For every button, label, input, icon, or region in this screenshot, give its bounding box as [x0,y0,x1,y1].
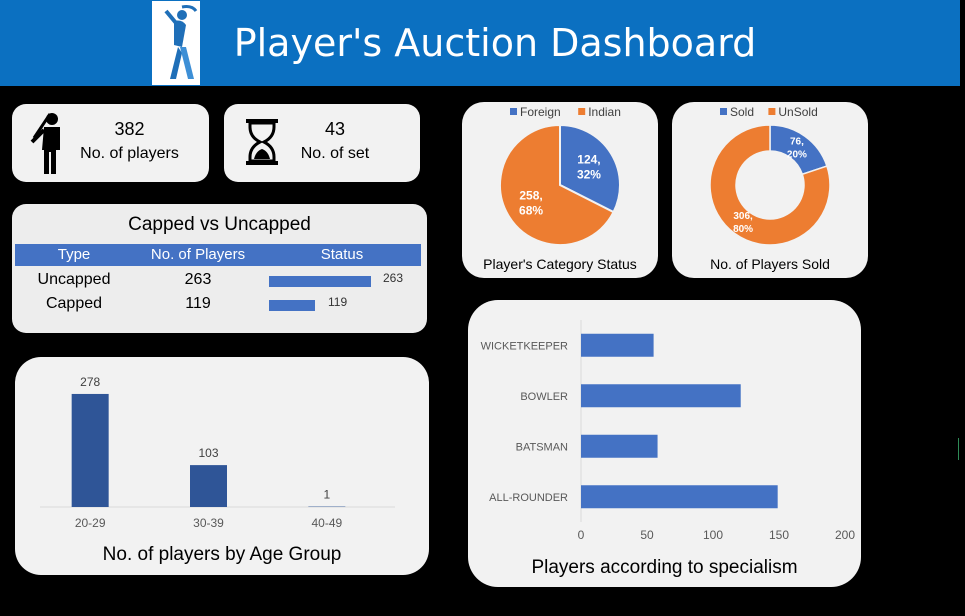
bar-value-label: 103 [198,446,218,460]
sold-doughnut-title: No. of Players Sold [710,256,830,272]
y-tick-label: ALL-ROUNDER [489,492,568,504]
specialism-bar-chart: WICKETKEEPER BOWLER BATSMAN ALL-ROUNDER 0 50 1… [481,320,855,542]
batsman-icon [30,112,70,181]
legend-swatch [768,108,776,115]
x-tick-label: 200 [835,528,855,542]
data-label: 32% [577,168,601,182]
x-tick-label: 20-29 [75,516,106,530]
x-tick-label: 40-49 [311,516,342,530]
status-bar-uncapped [269,276,371,287]
legend-swatch [720,108,727,115]
category-pie-title: Player's Category Status [483,256,637,272]
row-type: Uncapped [37,271,111,288]
hourglass-icon [246,119,278,170]
sold-doughnut-chart: Sold UnSold 76, 20% 306, 80% [709,105,831,246]
bar-batsman [581,434,658,458]
col-type: Type [57,246,91,263]
x-tick-label: 150 [769,528,789,542]
capped-table-header: Type No. of Players Status [15,244,421,266]
specialism-card: WICKETKEEPER BOWLER BATSMAN ALL-ROUNDER 0 50 1… [468,300,861,587]
legend-label: Sold [730,105,754,119]
data-label: 124, [577,153,600,167]
category-pie-card: Foreign Indian 124, 32% 258, 68% Player's Cat… [462,102,658,278]
bar-all-rounder [581,485,778,509]
legend-swatch [578,108,586,115]
category-pie-chart: Foreign Indian 124,32% 258,68% [499,105,621,246]
data-label: 306, [733,211,753,222]
bar-value-label: 1 [323,488,330,502]
legend-label: UnSold [778,105,817,119]
x-tick-label: 100 [703,528,723,542]
table-row: Capped 119 119 [15,293,421,315]
kpi-card-players: 382 No. of players [12,104,209,182]
row-type: Capped [45,295,103,312]
col-no-of-players: No. of Players [150,246,246,263]
pie-slice [709,124,831,246]
age-group-bar-chart: 278 20-29 103 30-39 1 40-49 [40,375,395,530]
age-group-card: 278 20-29 103 30-39 1 40-49 No. of players by… [15,357,429,575]
y-tick-label: BATSMAN [516,441,568,453]
col-status: Status [320,246,364,263]
sold-doughnut-card: Sold UnSold 76, 20% 306, 80% No. of Players S… [672,102,868,278]
data-label: 68% [519,203,543,217]
y-tick-label: BOWLER [520,391,568,403]
row-players: 119 [185,295,211,312]
table-row: Uncapped 263 263 [15,269,421,291]
data-label: 76, [790,137,804,148]
pie-slice [499,123,615,246]
data-label: 20% [787,150,807,161]
capped-table-title: Capped vs Uncapped [128,214,311,235]
x-tick-label: 50 [640,528,654,542]
bar-20-29 [71,393,109,507]
bar-bowler [581,384,741,408]
kpi-sets-label: No. of set [300,145,370,162]
kpi-card-sets: 43 No. of set [224,104,420,182]
x-tick-label: 0 [578,528,585,542]
cell-selection-marker [958,438,962,460]
y-tick-label: WICKETKEEPER [481,340,568,352]
status-value-capped: 119 [328,295,348,309]
status-bar-capped [269,300,315,311]
bar-wicketkeeper [581,333,654,357]
legend-label: Foreign [520,105,561,119]
bar-value-label: 278 [80,375,100,389]
kpi-sets-value: 43 [324,119,346,139]
cricket-batsman-logo-icon [152,1,200,85]
specialism-title: Players according to specialism [531,557,798,578]
x-tick-label: 30-39 [193,516,224,530]
right-edge [960,0,965,616]
page-title: Player's Auction Dashboard [233,21,757,65]
status-value-uncapped: 263 [383,271,404,285]
row-players: 263 [184,271,212,288]
data-label: 80% [733,224,753,235]
kpi-players-label: No. of players [80,145,179,162]
age-group-title: No. of players by Age Group [102,544,342,565]
legend-swatch [510,108,517,115]
pie-slice [559,123,621,214]
bar-30-39 [190,465,227,507]
data-label: 258, [519,188,542,202]
capped-vs-uncapped-card: Capped vs Uncapped Type No. of Players S… [12,204,427,333]
kpi-players-value: 382 [114,119,145,139]
legend-label: Indian [588,105,621,119]
